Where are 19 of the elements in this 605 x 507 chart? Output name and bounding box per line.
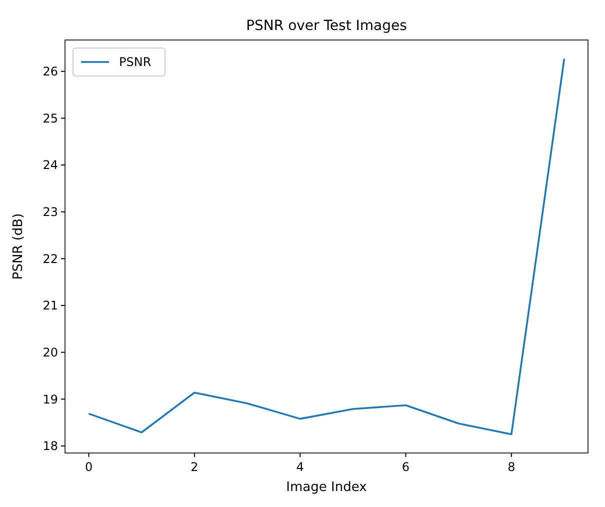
y-tick-label: 20 xyxy=(42,346,58,360)
y-tick-label: 24 xyxy=(42,158,58,172)
y-tick-label: 26 xyxy=(42,64,58,79)
x-tick-label: 8 xyxy=(508,460,516,474)
x-axis-title: Image Index xyxy=(286,480,368,495)
x-tick-label: 4 xyxy=(296,460,304,474)
y-tick-label: 25 xyxy=(42,111,58,126)
x-tick-label: 2 xyxy=(190,460,198,474)
y-tick-label: 21 xyxy=(42,298,58,313)
y-tick-label: 22 xyxy=(42,252,58,266)
line-series xyxy=(88,58,566,436)
y-tick-label: 19 xyxy=(42,392,58,406)
y-axis-title: PSNR (dB) xyxy=(11,213,26,280)
chart-title: PSNR over Test Images xyxy=(246,18,407,34)
x-tick-label: 6 xyxy=(402,460,410,474)
y-tick-label: 23 xyxy=(42,205,58,220)
legend-label: PSNR xyxy=(119,55,152,70)
y-tick-label: 18 xyxy=(42,439,58,454)
x-tick-label: 0 xyxy=(84,460,93,474)
